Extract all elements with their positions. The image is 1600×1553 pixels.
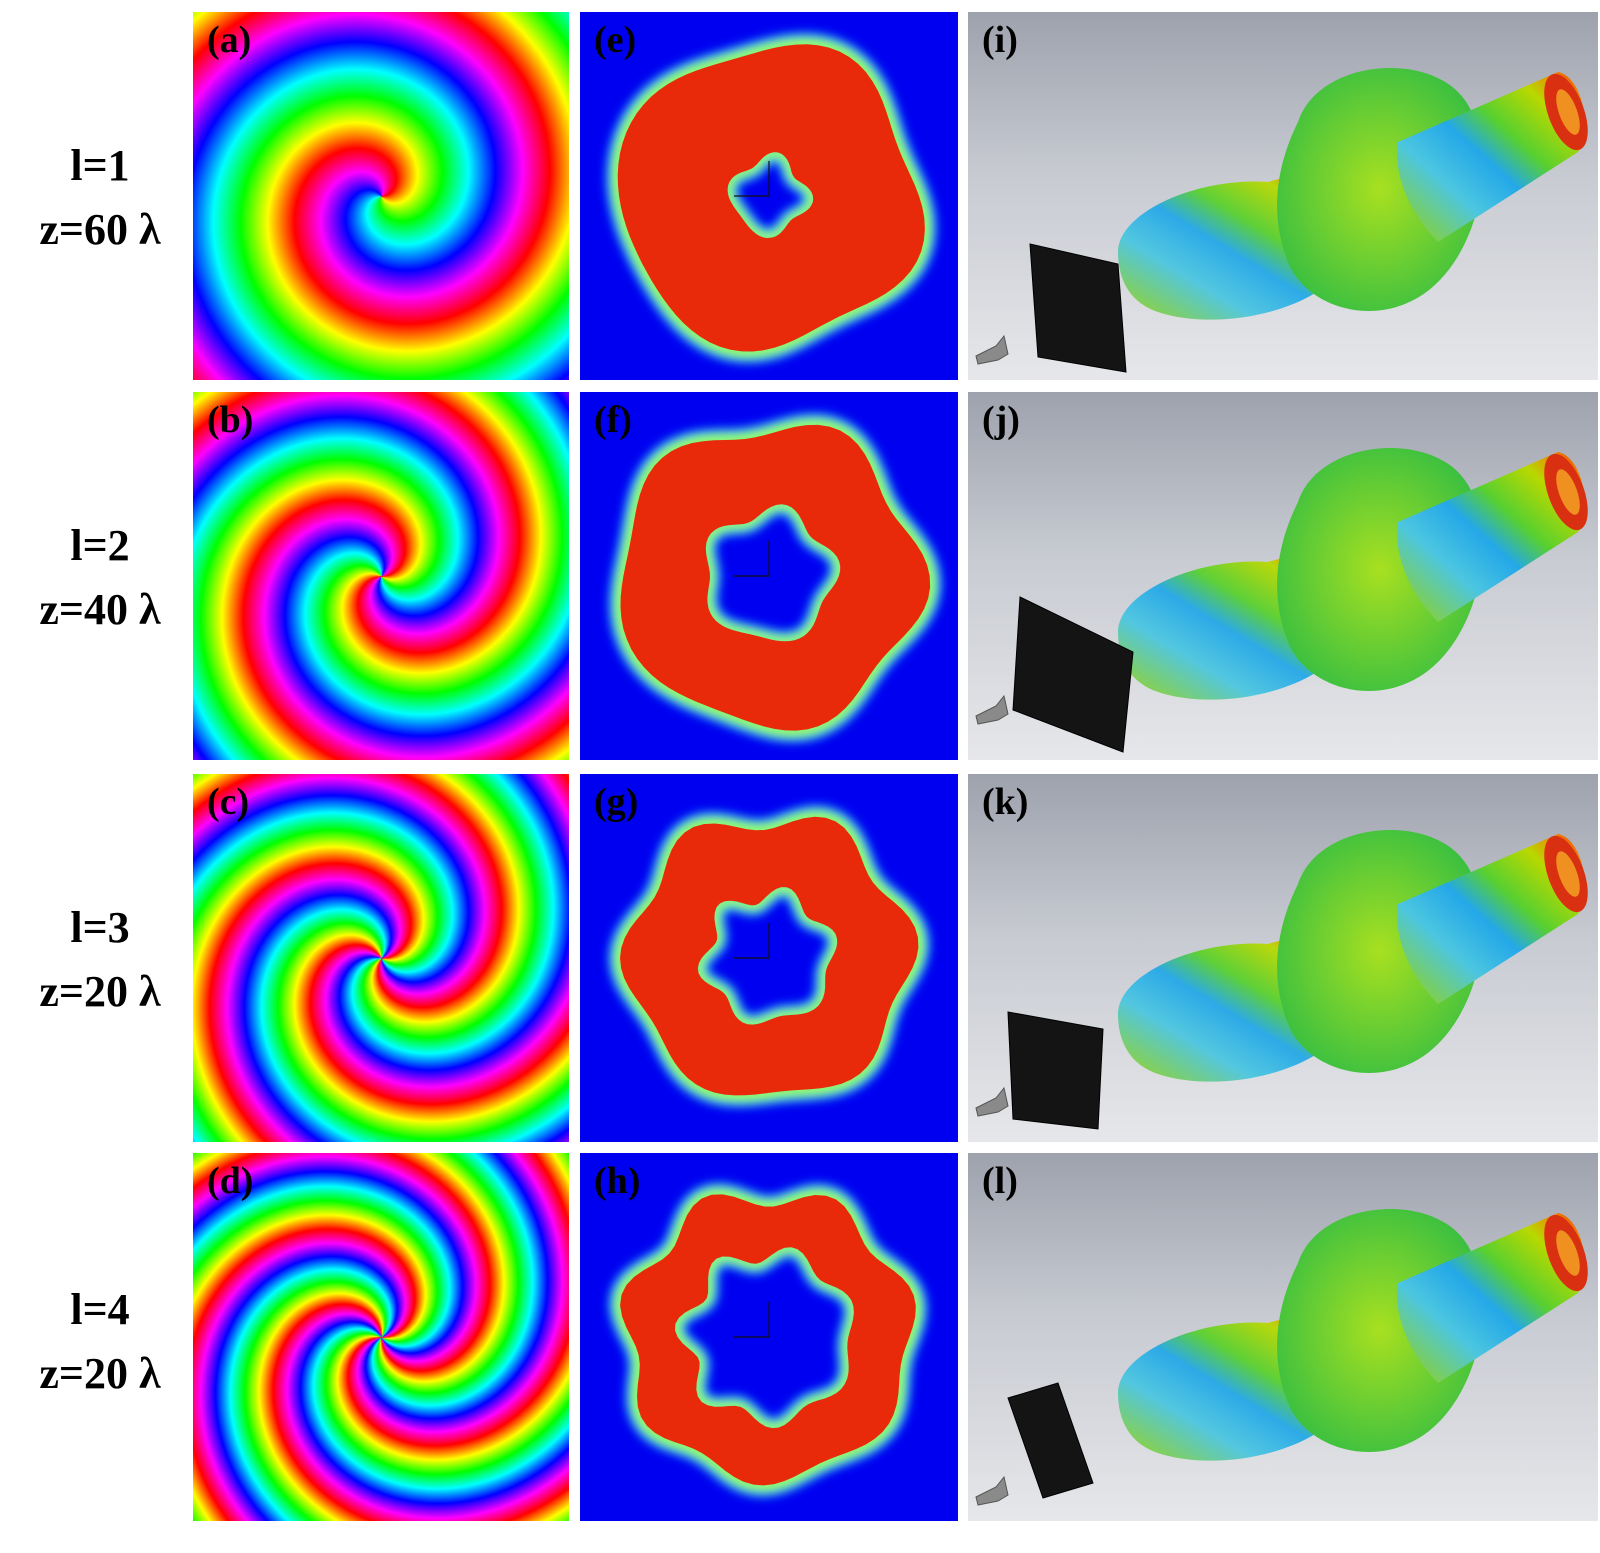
propagation-distance-label: z=20 λ — [39, 967, 161, 1016]
phase-panel-4: (d) — [193, 1153, 569, 1521]
spiral-phase-icon — [193, 12, 569, 380]
metasurface-plate-icon — [1007, 1382, 1094, 1499]
donut-ring-icon — [609, 413, 942, 742]
panel-letter: (k) — [982, 781, 1029, 823]
row-label-2: l=2 z=40 λ — [10, 514, 190, 642]
propagation-distance-label: z=60 λ — [39, 205, 161, 254]
topological-charge-label: l=1 — [70, 141, 130, 190]
row-label-1: l=1 z=60 λ — [10, 134, 190, 262]
phase-panel-2: (b) — [193, 392, 569, 760]
panel-letter: (l) — [982, 1160, 1018, 1202]
panel-letter: (f) — [594, 399, 632, 441]
feed-horn-icon — [975, 694, 1009, 725]
topological-charge-label: l=4 — [70, 1285, 130, 1334]
phase-panel-1: (a) — [193, 12, 569, 380]
intensity-panel-1: (e) — [580, 12, 958, 380]
donut-ring-icon — [606, 33, 936, 363]
spiral-phase-icon — [193, 392, 569, 760]
metasurface-plate-icon — [1029, 243, 1127, 373]
panel-letter: (a) — [207, 19, 252, 61]
donut-ring-icon — [608, 1183, 927, 1497]
row-label-4: l=4 z=20 λ — [10, 1278, 190, 1406]
phase-panel-3: (c) — [193, 774, 569, 1142]
far-field-panel-4: (l) — [968, 1153, 1598, 1521]
propagation-distance-label: z=20 λ — [39, 1349, 161, 1398]
radiation-lobe-icon — [975, 448, 1588, 753]
panel-letter: (d) — [207, 1160, 254, 1202]
topological-charge-label: l=2 — [70, 521, 130, 570]
panel-letter: (g) — [594, 781, 639, 823]
far-field-panel-1: (i) — [968, 12, 1598, 380]
spiral-phase-icon — [193, 1153, 569, 1521]
feed-horn-icon — [975, 1086, 1009, 1117]
feed-horn-icon — [975, 1475, 1009, 1506]
radiation-lobe-icon — [975, 68, 1588, 373]
panel-letter: (e) — [594, 19, 637, 61]
panel-letter: (c) — [207, 781, 250, 823]
far-field-panel-3: (k) — [968, 774, 1598, 1142]
intensity-panel-2: (f) — [580, 392, 958, 760]
panel-letter: (i) — [982, 19, 1018, 61]
metasurface-plate-icon — [1012, 596, 1134, 753]
panel-letter: (b) — [207, 399, 254, 441]
propagation-distance-label: z=40 λ — [39, 585, 161, 634]
metasurface-plate-icon — [1007, 1011, 1104, 1130]
feed-horn-icon — [975, 334, 1009, 365]
spiral-phase-icon — [193, 774, 569, 1142]
topological-charge-label: l=3 — [70, 903, 130, 952]
row-label-3: l=3 z=20 λ — [10, 896, 190, 1024]
far-field-panel-2: (j) — [968, 392, 1598, 760]
intensity-panel-3: (g) — [580, 774, 958, 1142]
intensity-panel-4: (h) — [580, 1153, 958, 1521]
radiation-lobe-icon — [975, 1209, 1588, 1506]
radiation-lobe-icon — [975, 830, 1588, 1130]
panel-letter: (h) — [594, 1160, 641, 1202]
panel-letter: (j) — [982, 399, 1020, 441]
donut-ring-icon — [608, 805, 930, 1107]
